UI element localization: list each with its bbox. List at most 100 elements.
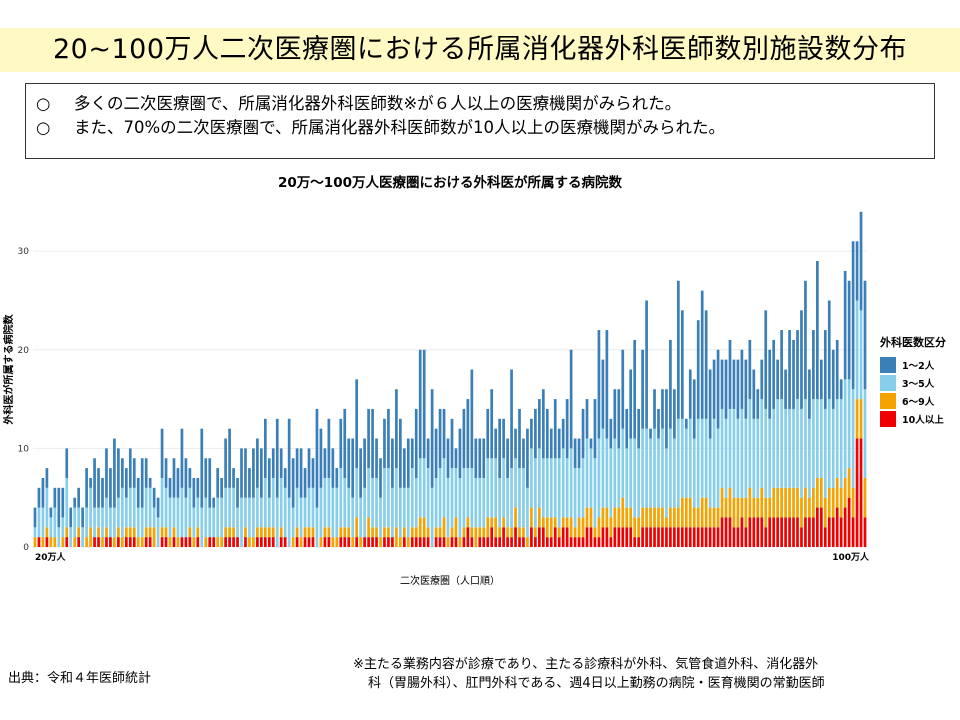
stacked-bar-chart: 0 10 20 30 20万人 100万人二次医療圏（人口順） 外科医が所属する病院数 (2, 211, 870, 587)
bar-segment-28-series-3 (140, 537, 144, 547)
bar-segment-79-series-4 (343, 537, 347, 547)
bar-segment-151-series-1 (629, 369, 633, 439)
bar-segment-51-series-3 (232, 527, 235, 538)
bar-segment-168-series-2 (696, 418, 700, 508)
bar-segment-80-series-3 (347, 527, 351, 538)
bar-segment-8-series-3 (61, 537, 65, 547)
bar-segment-7-series-2 (57, 527, 61, 547)
bar-segment-187-series-1 (772, 339, 776, 409)
bar-segment-10-series-1 (69, 507, 73, 528)
bar-segment-66-series-2 (291, 507, 295, 538)
bar-segment-37-series-3 (176, 537, 180, 547)
bar-segment-198-series-1 (816, 261, 819, 400)
bar-segment-192-series-3 (792, 487, 795, 518)
bar-segment-40-series-4 (188, 537, 192, 547)
bar-segment-165-series-1 (684, 418, 688, 429)
bar-segment-38-series-4 (180, 537, 184, 547)
bar-segment-184-series-4 (760, 517, 764, 547)
bar-segment-118-series-2 (498, 477, 501, 528)
bar-segment-73-series-1 (319, 428, 323, 488)
bar-segment-42-series-1 (196, 477, 200, 498)
bar-segment-45-series-4 (208, 537, 212, 547)
bar-segment-30-series-3 (148, 527, 152, 538)
bar-segment-194-series-2 (800, 408, 803, 498)
bar-segment-110-series-3 (466, 517, 470, 528)
bar-segment-108-series-2 (458, 477, 462, 538)
bar-segment-76-series-3 (331, 537, 335, 547)
bar-segment-145-series-4 (605, 527, 609, 547)
bar-segment-30-series-2 (148, 487, 152, 528)
bar-segment-175-series-2 (724, 418, 728, 498)
bar-segment-78-series-1 (339, 418, 343, 469)
bar-segment-150-series-2 (625, 448, 629, 508)
bar-segment-184-series-1 (760, 359, 764, 400)
bar-segment-14-series-2 (85, 507, 88, 538)
bar-segment-158-series-4 (657, 527, 660, 547)
bar-segment-138-series-2 (577, 468, 581, 518)
x-tick-label-first: 20万人 (35, 551, 67, 563)
bar-segment-148-series-1 (617, 389, 621, 449)
bar-segment-87-series-1 (375, 438, 378, 478)
bar-segment-209-series-1 (859, 211, 863, 311)
bar-segment-160-series-2 (665, 448, 668, 518)
bar-segment-141-series-3 (589, 507, 593, 528)
bar-segment-20-series-1 (109, 468, 112, 508)
bar-segment-203-series-3 (835, 477, 839, 508)
bar-segment-77-series-1 (335, 468, 339, 488)
bar-segment-69-series-2 (303, 497, 307, 528)
bar-segment-30-series-1 (148, 477, 152, 488)
bar-segment-89-series-3 (383, 527, 386, 538)
bar-segment-49-series-4 (224, 537, 227, 547)
bar-segment-204-series-2 (839, 399, 843, 488)
bar-segment-11-series-2 (73, 507, 77, 538)
bar-segment-35-series-2 (168, 497, 172, 538)
bar-segment-126-series-2 (530, 448, 533, 508)
bar-segment-25-series-3 (128, 527, 132, 538)
bar-segment-188-series-2 (776, 399, 779, 488)
bar-segment-86-series-1 (371, 408, 374, 478)
bar-segment-60-series-4 (267, 537, 271, 547)
bar-segment-160-series-3 (665, 517, 668, 528)
bar-segment-78-series-4 (339, 537, 343, 547)
bar-segment-17-series-2 (97, 507, 100, 528)
bar-segment-9-series-4 (65, 537, 69, 547)
bar-segment-164-series-2 (680, 418, 684, 498)
bar-segment-58-series-2 (260, 497, 263, 528)
bar-segment-103-series-2 (438, 468, 442, 528)
bar-segment-22-series-2 (117, 497, 120, 528)
bar-segment-28-series-1 (140, 458, 144, 508)
bar-segment-200-series-4 (823, 527, 827, 547)
bar-segment-181-series-3 (748, 487, 752, 518)
bar-segment-13-series-1 (81, 507, 84, 528)
bar-segment-179-series-1 (740, 349, 744, 409)
bar-segment-119-series-4 (502, 527, 505, 547)
bar-segment-11-series-1 (73, 497, 77, 508)
bar-segment-120-series-1 (506, 438, 509, 478)
bar-segment-47-series-3 (216, 537, 220, 547)
bar-segment-52-series-1 (236, 477, 239, 508)
bar-segment-197-series-2 (812, 399, 815, 488)
bar-segment-86-series-4 (371, 537, 374, 547)
bar-segment-34-series-3 (164, 527, 168, 538)
bar-segment-159-series-3 (661, 507, 664, 528)
bar-segment-129-series-2 (541, 458, 545, 518)
bar-segment-134-series-1 (561, 418, 565, 449)
bar-segment-182-series-3 (752, 497, 756, 518)
bar-segment-6-series-2 (53, 507, 57, 538)
bar-segment-168-series-1 (696, 320, 700, 419)
bar-segment-122-series-4 (514, 527, 517, 547)
bar-segment-193-series-1 (796, 330, 799, 400)
bar-segment-157-series-1 (653, 389, 656, 429)
bar-segment-183-series-2 (756, 418, 760, 498)
bar-segment-155-series-2 (645, 428, 648, 508)
bar-segment-44-series-1 (204, 458, 208, 498)
bar-segment-102-series-3 (434, 527, 438, 538)
bar-segment-166-series-4 (688, 527, 692, 547)
bar-segment-20-series-2 (109, 507, 112, 538)
bar-segment-196-series-4 (808, 517, 811, 547)
bar-segment-111-series-1 (470, 369, 474, 469)
bar-segment-106-series-2 (450, 468, 454, 528)
bar-segment-109-series-3 (462, 527, 466, 538)
bar-segment-181-series-4 (748, 517, 752, 547)
bar-segment-90-series-4 (387, 537, 390, 547)
